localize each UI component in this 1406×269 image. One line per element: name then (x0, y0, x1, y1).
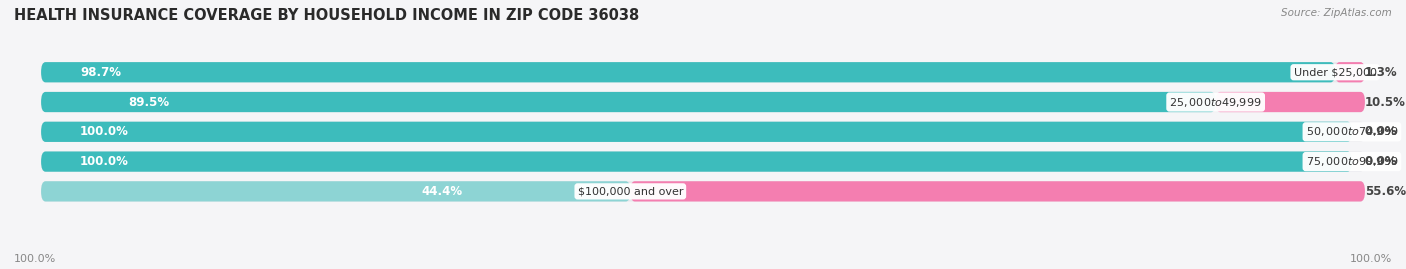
Text: 55.6%: 55.6% (1365, 185, 1406, 198)
Text: 10.5%: 10.5% (1365, 95, 1406, 108)
Text: $25,000 to $49,999: $25,000 to $49,999 (1170, 95, 1263, 108)
Text: 100.0%: 100.0% (1350, 254, 1392, 264)
FancyBboxPatch shape (1336, 62, 1365, 82)
FancyBboxPatch shape (630, 181, 1365, 201)
FancyBboxPatch shape (41, 92, 1216, 112)
FancyBboxPatch shape (41, 122, 1365, 142)
FancyBboxPatch shape (41, 151, 1365, 172)
Text: $75,000 to $99,999: $75,000 to $99,999 (1306, 155, 1398, 168)
Text: 44.4%: 44.4% (422, 185, 463, 198)
Text: 1.3%: 1.3% (1365, 66, 1398, 79)
Text: 100.0%: 100.0% (14, 254, 56, 264)
Text: Under $25,000: Under $25,000 (1294, 67, 1376, 77)
FancyBboxPatch shape (41, 181, 630, 201)
FancyBboxPatch shape (41, 181, 1365, 201)
FancyBboxPatch shape (41, 62, 1336, 82)
Text: $50,000 to $74,999: $50,000 to $74,999 (1306, 125, 1398, 138)
Text: 100.0%: 100.0% (80, 155, 129, 168)
Text: $100,000 and over: $100,000 and over (578, 186, 683, 196)
Text: 0.0%: 0.0% (1365, 125, 1398, 138)
Text: 89.5%: 89.5% (129, 95, 170, 108)
FancyBboxPatch shape (41, 62, 1365, 82)
Text: 100.0%: 100.0% (80, 125, 129, 138)
FancyBboxPatch shape (41, 122, 1353, 142)
Text: HEALTH INSURANCE COVERAGE BY HOUSEHOLD INCOME IN ZIP CODE 36038: HEALTH INSURANCE COVERAGE BY HOUSEHOLD I… (14, 8, 640, 23)
FancyBboxPatch shape (1216, 92, 1365, 112)
FancyBboxPatch shape (41, 151, 1353, 172)
Text: 98.7%: 98.7% (80, 66, 121, 79)
Text: Source: ZipAtlas.com: Source: ZipAtlas.com (1281, 8, 1392, 18)
FancyBboxPatch shape (41, 92, 1365, 112)
Text: 0.0%: 0.0% (1365, 155, 1398, 168)
